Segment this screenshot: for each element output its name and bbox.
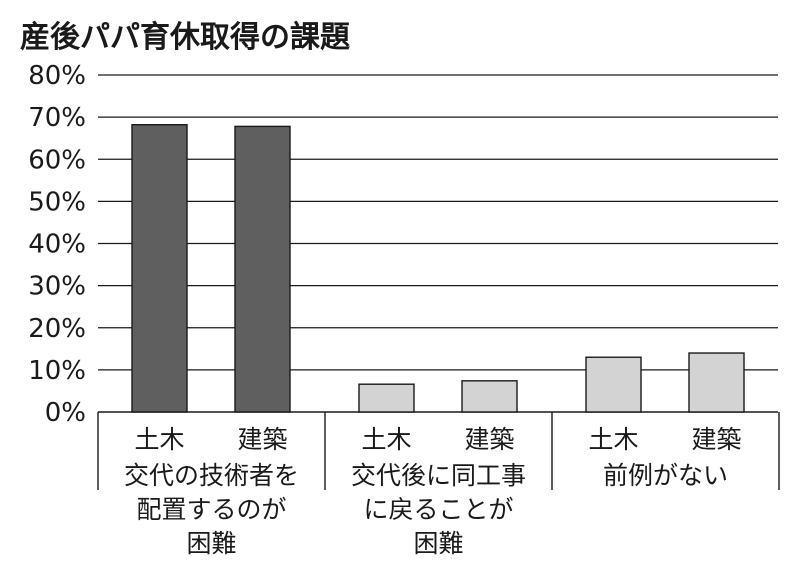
x-group-label: 困難 (413, 529, 463, 558)
x-category-label: 建築 (691, 425, 741, 454)
y-tick-label: 80% (28, 61, 86, 91)
y-tick-label: 30% (28, 272, 86, 302)
y-tick-label: 60% (28, 145, 86, 175)
y-tick-label: 50% (28, 187, 86, 217)
x-category-label: 土木 (588, 425, 638, 454)
y-tick-label: 0% (45, 398, 86, 428)
gridlines (98, 74, 778, 413)
x-category-label: 土木 (134, 425, 184, 454)
y-tick-label: 40% (28, 230, 86, 260)
bar (688, 352, 745, 413)
y-tick-label: 70% (28, 103, 86, 133)
chart-title: 産後パパ育休取得の課題 (20, 20, 350, 55)
y-tick-label: 10% (28, 356, 86, 386)
x-group-label: 困難 (186, 529, 236, 558)
x-group-label: 前例がない (603, 461, 728, 490)
bar (234, 125, 291, 413)
x-group-label: 配置するのが (136, 495, 286, 524)
y-tick-label: 20% (28, 314, 86, 344)
x-category-label: 建築 (464, 425, 514, 454)
x-group-label: 交代の技術者を (124, 461, 299, 490)
x-group-label: 交代後に同工事 (351, 461, 526, 490)
x-category-label: 建築 (237, 425, 287, 454)
bar (131, 124, 188, 413)
bar (461, 380, 518, 413)
bar (358, 383, 415, 413)
x-category-label: 土木 (361, 425, 411, 454)
bars (131, 124, 745, 413)
x-group-label: に戻ることが (363, 495, 513, 524)
y-axis-tick-labels: 0% 10% 20% 30% 40% 50% 60% 70% 80% (28, 61, 86, 428)
bar (585, 356, 642, 413)
